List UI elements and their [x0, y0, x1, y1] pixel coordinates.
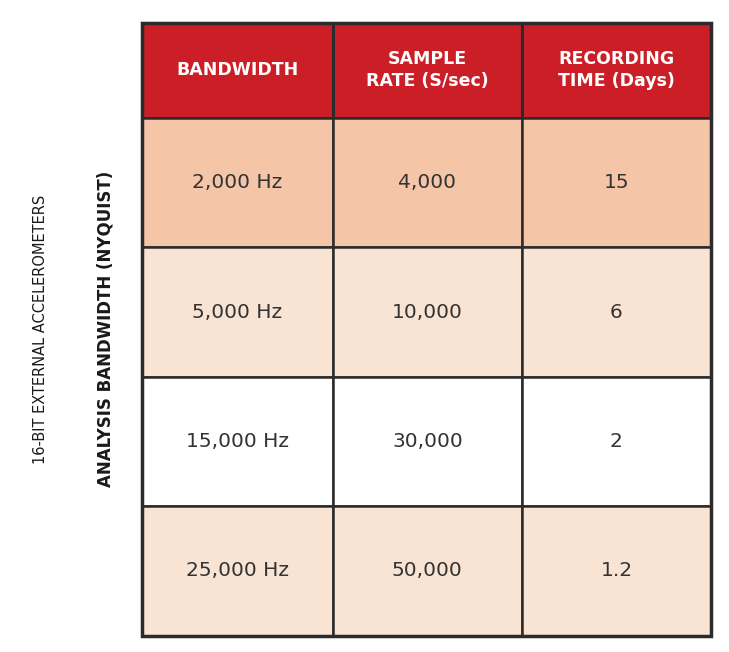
Text: 2,000 Hz: 2,000 Hz: [192, 173, 283, 192]
Text: BANDWIDTH: BANDWIDTH: [176, 61, 298, 80]
Bar: [142, 247, 332, 377]
Bar: [522, 506, 711, 636]
Bar: [522, 377, 711, 506]
Bar: [142, 23, 332, 118]
Text: SAMPLE
RATE (S/sec): SAMPLE RATE (S/sec): [366, 50, 488, 91]
Bar: [142, 506, 332, 636]
Text: 10,000: 10,000: [392, 303, 463, 321]
Bar: [142, 23, 711, 636]
Text: RECORDING
TIME (Days): RECORDING TIME (Days): [558, 50, 675, 91]
Text: ANALYSIS BANDWIDTH (NYQUIST): ANALYSIS BANDWIDTH (NYQUIST): [97, 171, 114, 488]
Text: 1.2: 1.2: [600, 561, 633, 580]
Text: 16-BIT EXTERNAL ACCELEROMETERS: 16-BIT EXTERNAL ACCELEROMETERS: [33, 195, 47, 464]
Bar: [142, 118, 332, 247]
Text: 5,000 Hz: 5,000 Hz: [192, 303, 282, 321]
Bar: [332, 377, 522, 506]
Text: 6: 6: [610, 303, 623, 321]
Bar: [332, 506, 522, 636]
Bar: [332, 23, 522, 118]
Text: 15: 15: [604, 173, 629, 192]
Text: 25,000 Hz: 25,000 Hz: [186, 561, 289, 580]
Bar: [332, 247, 522, 377]
Bar: [522, 23, 711, 118]
Bar: [522, 118, 711, 247]
Bar: [522, 247, 711, 377]
Text: 2: 2: [610, 432, 623, 451]
Bar: [332, 118, 522, 247]
Bar: [142, 377, 332, 506]
Text: 50,000: 50,000: [392, 561, 463, 580]
Text: 30,000: 30,000: [392, 432, 463, 451]
Text: 4,000: 4,000: [398, 173, 456, 192]
Text: 15,000 Hz: 15,000 Hz: [186, 432, 289, 451]
